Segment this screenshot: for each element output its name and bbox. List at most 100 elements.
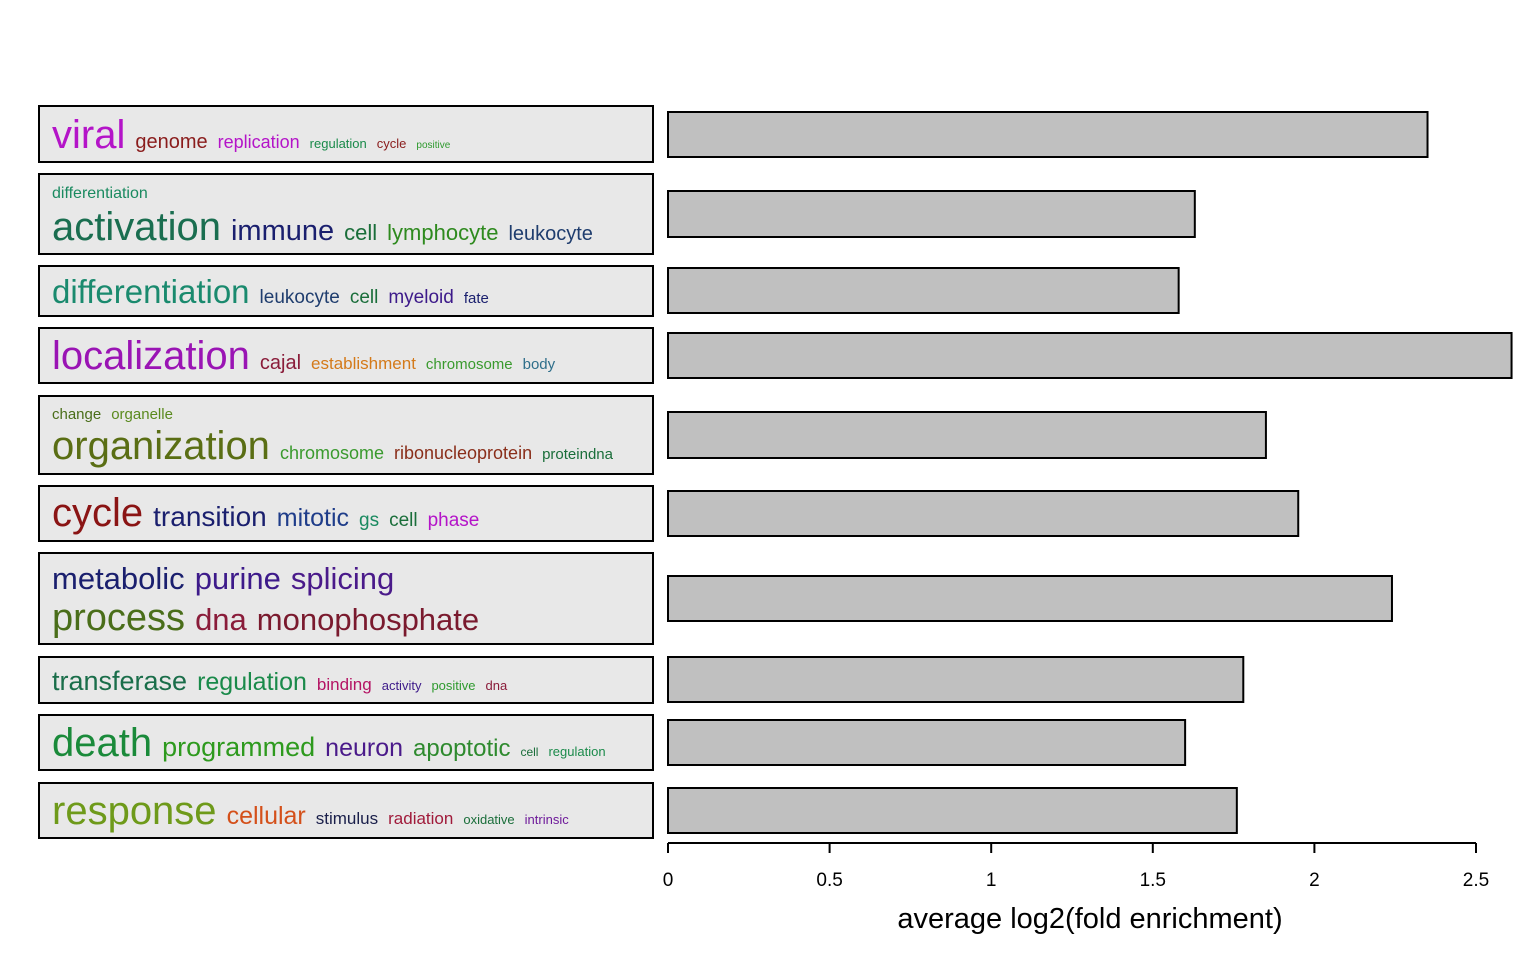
x-tick-label: 1 [986, 870, 997, 891]
cloud-word: ribonucleoprotein [393, 443, 533, 463]
bar [667, 267, 1180, 314]
bar [667, 575, 1393, 622]
cloud-word: change [52, 406, 102, 423]
cloud-word: transition [153, 501, 267, 532]
word-cloud-panel: change organelle organization chromosome rib… [38, 395, 654, 475]
cloud-word: splicing [290, 561, 395, 596]
word-cloud-panel: transferase regulation binding activity posi… [38, 656, 654, 704]
cloud-word: leukocyte [259, 287, 340, 308]
cloud-word: radiation [388, 809, 454, 828]
cloud-word: proteindna [542, 446, 613, 463]
cloud-word: regulation [548, 744, 606, 759]
cloud-word: fate [463, 290, 489, 307]
cloud-word: apoptotic [413, 735, 511, 762]
cloud-word: leukocyte [508, 223, 593, 245]
cloud-word: localization [52, 334, 250, 378]
cloud-word: organelle [111, 406, 173, 423]
word-cloud-panel: localization cajal establishment chromosome… [38, 327, 654, 384]
cloud-word: lymphocyte [387, 220, 499, 245]
cloud-word: organization [52, 424, 270, 468]
cloud-word: chromosome [279, 443, 384, 463]
word-cloud-panel: metabolic purine splicing process dna monopho… [38, 552, 654, 645]
word-cloud-panel: viral genome replication regulation cycle pos… [38, 105, 654, 163]
bar [667, 787, 1238, 834]
cloud-word: neuron [325, 734, 404, 762]
word-cloud-line: process dna monophosphate [52, 599, 489, 637]
cloud-word: purine [194, 561, 281, 596]
cloud-word: myeloid [388, 287, 454, 308]
cloud-word: phase [427, 510, 480, 531]
cloud-word: process [52, 597, 186, 639]
word-cloud-panel: differentiation activation immune cell lymph… [38, 173, 654, 255]
cloud-word: oxidative [463, 812, 515, 827]
word-cloud-line: metabolic purine splicing [52, 563, 404, 594]
cloud-word: genome [135, 131, 208, 153]
cloud-word: dna [485, 678, 508, 693]
bar [667, 719, 1187, 766]
x-tick-label: 2.5 [1463, 870, 1489, 891]
cloud-word: differentiation [52, 273, 250, 310]
cloud-word: stimulus [315, 809, 379, 828]
cloud-word: cell [349, 287, 379, 308]
x-tick-label: 0.5 [816, 870, 842, 891]
bar [667, 332, 1513, 379]
cloud-word: response [52, 789, 217, 833]
cloud-word: cell [344, 220, 378, 245]
cloud-word: mitotic [276, 504, 349, 532]
cloud-word: positive [416, 140, 451, 151]
cloud-word: binding [316, 675, 372, 694]
cloud-word: regulation [309, 136, 367, 151]
cloud-word: cell [520, 745, 539, 759]
word-cloud-panel: death programmed neuron apoptotic cell regula… [38, 714, 654, 771]
word-cloud-line: differentiation [52, 186, 158, 202]
word-cloud-line: viral genome replication regulation cycle pos… [52, 115, 460, 155]
word-cloud-panel: cycle transition mitotic gs cell phase [38, 485, 654, 542]
word-cloud-line: change organelle [52, 407, 183, 423]
x-tick-label: 2 [1309, 870, 1320, 891]
cloud-word: body [522, 356, 556, 373]
cloud-word: gs [359, 510, 380, 531]
cloud-word: replication [217, 132, 300, 152]
word-cloud-line: transferase regulation binding activity posi… [52, 668, 517, 695]
cloud-word: cellular [226, 802, 306, 830]
bar [667, 656, 1245, 703]
bar [667, 111, 1429, 158]
word-cloud-panel: differentiation leukocyte cell myeloid fate [38, 265, 654, 317]
x-axis-label: average log2(fold enrichment) [897, 903, 1282, 935]
word-cloud-panel: response cellular stimulus radiation oxidati… [38, 782, 654, 839]
cloud-word: cell [389, 510, 418, 531]
word-cloud-line: differentiation leukocyte cell myeloid fate [52, 275, 499, 308]
cloud-word: programmed [162, 732, 316, 762]
cloud-word: positive [431, 678, 476, 693]
cloud-word: cycle [52, 491, 144, 535]
cloud-word: death [52, 721, 153, 765]
cloud-word: intrinsic [524, 812, 569, 827]
x-tick-label: 1.5 [1140, 870, 1166, 891]
cloud-word: immune [230, 215, 335, 247]
x-tick-label: 0 [663, 870, 674, 891]
cloud-word: activity [381, 678, 422, 693]
bar [667, 190, 1196, 238]
word-cloud-line: death programmed neuron apoptotic cell regula… [52, 723, 616, 763]
cloud-word: regulation [197, 668, 307, 696]
cloud-word: metabolic [52, 561, 185, 596]
word-cloud-line: activation immune cell lymphocyte leukocyte [52, 207, 603, 247]
word-cloud-line: localization cajal establishment chromosome… [52, 336, 565, 376]
word-cloud-line: response cellular stimulus radiation oxidati… [52, 791, 579, 831]
word-cloud-line: cycle transition mitotic gs cell phase [52, 493, 489, 533]
cloud-word: differentiation [52, 185, 148, 202]
cloud-word: activation [52, 205, 221, 249]
bar [667, 490, 1300, 537]
cloud-word: chromosome [425, 356, 513, 373]
cloud-word: viral [52, 113, 126, 157]
cloud-word: establishment [311, 354, 416, 373]
cloud-word: transferase [52, 666, 188, 696]
word-cloud-line: organization chromosome ribonucleoprotein p… [52, 426, 623, 466]
cloud-word: monophosphate [256, 602, 480, 637]
cloud-word: dna [195, 602, 247, 637]
bar [667, 411, 1267, 459]
cloud-word: cycle [376, 136, 407, 151]
cloud-word: cajal [259, 352, 302, 374]
